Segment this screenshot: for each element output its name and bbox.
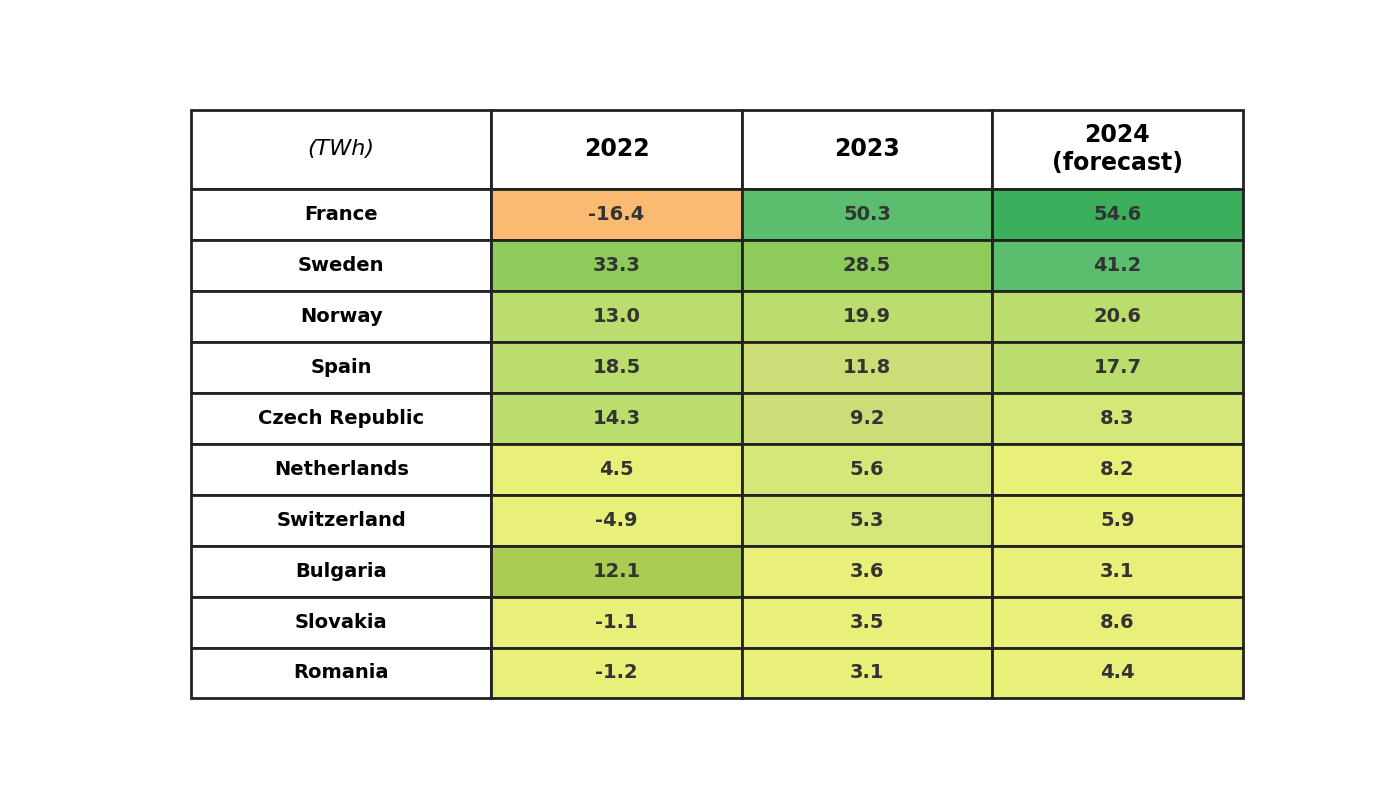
Bar: [192, 494, 491, 546]
Text: -1.2: -1.2: [595, 663, 638, 682]
Text: -1.1: -1.1: [595, 613, 638, 631]
Bar: [993, 546, 1243, 597]
Text: 8.2: 8.2: [1100, 460, 1135, 478]
Text: 12.1: 12.1: [592, 562, 641, 581]
Bar: [192, 110, 491, 189]
Bar: [993, 597, 1243, 647]
Bar: [192, 393, 491, 444]
Bar: [192, 342, 491, 393]
Text: 14.3: 14.3: [592, 409, 641, 428]
Text: 17.7: 17.7: [1093, 358, 1141, 377]
Text: 11.8: 11.8: [843, 358, 890, 377]
Text: 2022: 2022: [584, 138, 650, 162]
Bar: [742, 393, 993, 444]
Text: France: France: [304, 205, 378, 224]
Text: 20.6: 20.6: [1093, 307, 1141, 326]
Bar: [491, 342, 742, 393]
Text: Romania: Romania: [294, 663, 389, 682]
Bar: [993, 342, 1243, 393]
Bar: [491, 240, 742, 291]
Text: Netherlands: Netherlands: [274, 460, 409, 478]
Bar: [192, 647, 491, 698]
Bar: [192, 546, 491, 597]
Text: -4.9: -4.9: [595, 510, 638, 530]
Text: 41.2: 41.2: [1093, 256, 1141, 275]
Bar: [742, 494, 993, 546]
Bar: [491, 546, 742, 597]
Bar: [742, 647, 993, 698]
Text: 28.5: 28.5: [843, 256, 890, 275]
Bar: [491, 647, 742, 698]
Text: 8.6: 8.6: [1100, 613, 1135, 631]
Text: Spain: Spain: [311, 358, 372, 377]
Bar: [491, 393, 742, 444]
Text: 8.3: 8.3: [1100, 409, 1134, 428]
Text: Bulgaria: Bulgaria: [295, 562, 386, 581]
Bar: [993, 110, 1243, 189]
Bar: [491, 597, 742, 647]
Bar: [742, 546, 993, 597]
Text: 3.1: 3.1: [850, 663, 885, 682]
Text: 5.3: 5.3: [850, 510, 885, 530]
Text: 19.9: 19.9: [843, 307, 890, 326]
Text: 18.5: 18.5: [592, 358, 641, 377]
Bar: [742, 189, 993, 240]
Text: 3.5: 3.5: [850, 613, 885, 631]
Text: -16.4: -16.4: [588, 205, 644, 224]
Bar: [192, 291, 491, 342]
Text: 4.4: 4.4: [1100, 663, 1135, 682]
Bar: [491, 110, 742, 189]
Bar: [993, 444, 1243, 494]
Bar: [192, 597, 491, 647]
Bar: [742, 597, 993, 647]
Text: 4.5: 4.5: [599, 460, 634, 478]
Bar: [192, 444, 491, 494]
Text: 2024
(forecast): 2024 (forecast): [1051, 123, 1183, 175]
Bar: [491, 444, 742, 494]
Bar: [742, 240, 993, 291]
Text: Norway: Norway: [300, 307, 382, 326]
Bar: [491, 189, 742, 240]
Text: 5.9: 5.9: [1100, 510, 1134, 530]
Text: 5.6: 5.6: [850, 460, 885, 478]
Text: Switzerland: Switzerland: [276, 510, 406, 530]
Text: 54.6: 54.6: [1093, 205, 1141, 224]
Text: 2023: 2023: [834, 138, 900, 162]
Bar: [993, 647, 1243, 698]
Bar: [491, 494, 742, 546]
Bar: [993, 494, 1243, 546]
Bar: [993, 240, 1243, 291]
Bar: [993, 189, 1243, 240]
Bar: [742, 444, 993, 494]
Text: Slovakia: Slovakia: [295, 613, 388, 631]
Bar: [192, 189, 491, 240]
Text: 3.1: 3.1: [1100, 562, 1134, 581]
Text: Czech Republic: Czech Republic: [258, 409, 424, 428]
Text: 50.3: 50.3: [843, 205, 890, 224]
Text: (TWh): (TWh): [308, 139, 375, 159]
Text: 33.3: 33.3: [592, 256, 640, 275]
Bar: [742, 291, 993, 342]
Bar: [742, 110, 993, 189]
Bar: [993, 291, 1243, 342]
Text: 9.2: 9.2: [850, 409, 885, 428]
Bar: [993, 393, 1243, 444]
Bar: [192, 240, 491, 291]
Bar: [742, 342, 993, 393]
Text: 3.6: 3.6: [850, 562, 885, 581]
Bar: [491, 291, 742, 342]
Text: Sweden: Sweden: [298, 256, 385, 275]
Text: 13.0: 13.0: [592, 307, 640, 326]
